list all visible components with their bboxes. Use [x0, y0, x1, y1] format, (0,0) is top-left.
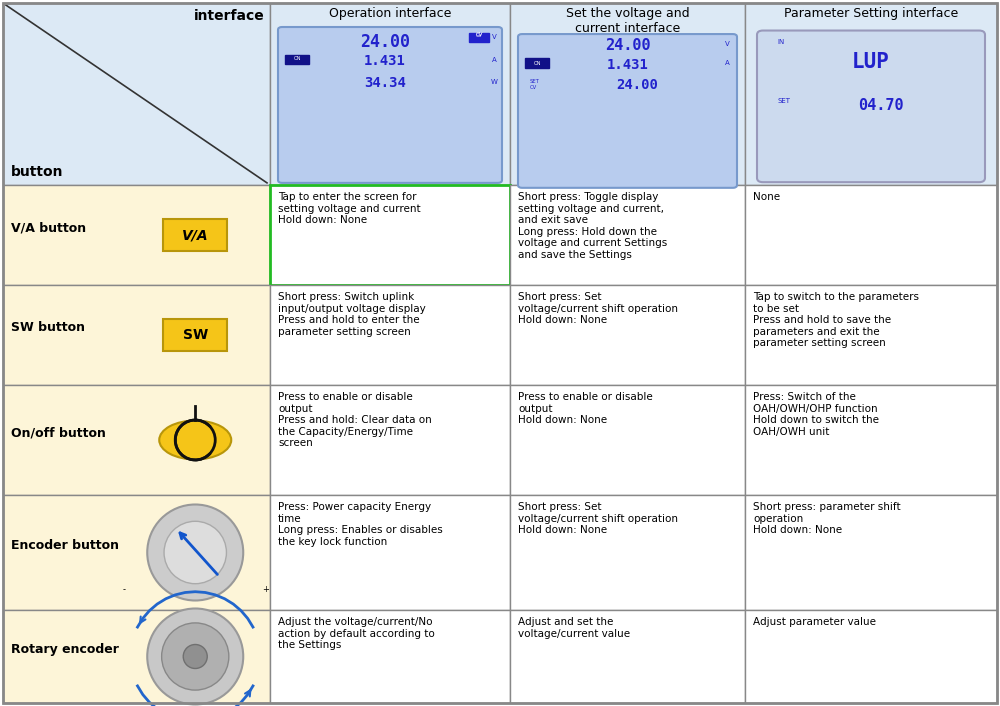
Text: CV: CV [530, 85, 537, 90]
Bar [510, 495, 745, 610]
Text: Short press: Switch uplink
input/output voltage display
Press and hold to enter : Short press: Switch uplink input/output … [278, 292, 426, 337]
Text: SW: SW [183, 328, 208, 342]
Bar [3, 285, 270, 385]
Bar [3, 495, 270, 610]
Text: 34.34: 34.34 [364, 76, 406, 90]
FancyBboxPatch shape [278, 27, 502, 183]
Text: 1.431: 1.431 [364, 54, 406, 68]
FancyBboxPatch shape [285, 54, 309, 64]
Text: button: button [11, 165, 64, 179]
Text: ON: ON [293, 56, 301, 61]
FancyBboxPatch shape [163, 220, 227, 251]
Text: Press to enable or disable
output
Hold down: None: Press to enable or disable output Hold d… [518, 392, 653, 425]
Text: Tap to switch to the parameters
to be set
Press and hold to save the
parameters : Tap to switch to the parameters to be se… [753, 292, 919, 349]
Text: 24.00: 24.00 [617, 78, 658, 92]
Bar [3, 3, 270, 185]
Bar [510, 285, 745, 385]
Ellipse shape [162, 623, 229, 690]
Ellipse shape [164, 521, 226, 584]
Bar [510, 610, 745, 703]
Text: Parameter Setting interface: Parameter Setting interface [784, 7, 958, 20]
Text: V: V [725, 41, 729, 47]
Text: Short press: Set
voltage/current shift operation
Hold down: None: Short press: Set voltage/current shift o… [518, 292, 678, 325]
FancyBboxPatch shape [163, 320, 227, 351]
Text: V: V [492, 34, 496, 40]
Text: 04.70: 04.70 [858, 98, 904, 113]
Bar [510, 3, 745, 185]
Bar [745, 495, 997, 610]
Text: Short press: Toggle display
setting voltage and current,
and exit save
Long pres: Short press: Toggle display setting volt… [518, 192, 667, 260]
FancyBboxPatch shape [757, 30, 985, 182]
Text: IN: IN [777, 39, 784, 45]
Text: Short press: Set
voltage/current shift operation
Hold down: None: Short press: Set voltage/current shift o… [518, 502, 678, 535]
Bar [270, 385, 510, 495]
Text: Operation interface: Operation interface [329, 7, 451, 20]
Text: V/A: V/A [182, 228, 209, 242]
Text: +: + [263, 585, 269, 594]
Text: A: A [492, 56, 496, 63]
Text: Encoder button: Encoder button [11, 539, 119, 552]
Text: Rotary encoder: Rotary encoder [11, 643, 119, 656]
Bar [270, 610, 510, 703]
Bar [270, 185, 510, 285]
FancyBboxPatch shape [525, 58, 549, 68]
Bar [745, 3, 997, 185]
Text: SW button: SW button [11, 321, 85, 335]
Bar [3, 385, 270, 495]
Bar [510, 185, 745, 285]
Text: Press: Switch of the
OAH/OWH/OHP function
Hold down to switch the
OAH/OWH unit: Press: Switch of the OAH/OWH/OHP functio… [753, 392, 879, 437]
Text: W: W [491, 79, 497, 85]
Bar [745, 185, 997, 285]
Text: Press to enable or disable
output
Press and hold: Clear data on
the Capacity/Ene: Press to enable or disable output Press … [278, 392, 432, 448]
Ellipse shape [159, 421, 231, 460]
Bar [270, 495, 510, 610]
Bar [270, 285, 510, 385]
Text: 24.00: 24.00 [360, 32, 410, 51]
Text: 24.00: 24.00 [605, 38, 650, 53]
Text: Tap to enter the screen for
setting voltage and current
Hold down: None: Tap to enter the screen for setting volt… [278, 192, 421, 225]
Text: interface: interface [194, 8, 265, 23]
Text: Press: Power capacity Energy
time
Long press: Enables or disables
the key lock f: Press: Power capacity Energy time Long p… [278, 502, 443, 547]
FancyBboxPatch shape [469, 32, 489, 42]
Text: SET: SET [530, 79, 540, 84]
Bar [3, 185, 270, 285]
Ellipse shape [147, 505, 243, 601]
Text: Adjust the voltage/current/No
action by default according to
the Settings: Adjust the voltage/current/No action by … [278, 617, 435, 650]
Text: On/off button: On/off button [11, 426, 106, 439]
Ellipse shape [183, 645, 207, 669]
Text: 1.431: 1.431 [607, 58, 648, 72]
Bar [745, 610, 997, 703]
Text: Short press: parameter shift
operation
Hold down: None: Short press: parameter shift operation H… [753, 502, 901, 535]
Bar [745, 285, 997, 385]
Bar [510, 385, 745, 495]
Text: CV: CV [476, 33, 482, 38]
Text: Adjust and set the
voltage/current value: Adjust and set the voltage/current value [518, 617, 630, 639]
Text: Set the voltage and
current interface: Set the voltage and current interface [566, 7, 689, 35]
FancyBboxPatch shape [518, 34, 737, 188]
Text: V/A button: V/A button [11, 222, 86, 234]
Text: ON: ON [533, 61, 541, 66]
Text: Adjust parameter value: Adjust parameter value [753, 617, 876, 627]
Text: CV: CV [476, 32, 484, 37]
Text: SET: SET [777, 98, 790, 104]
Text: LUP: LUP [852, 52, 890, 73]
Bar [3, 610, 270, 703]
Bar [745, 385, 997, 495]
Text: -: - [123, 585, 126, 594]
Text: A: A [725, 60, 729, 66]
Bar [270, 3, 510, 185]
Ellipse shape [147, 609, 243, 705]
Text: None: None [753, 192, 780, 202]
